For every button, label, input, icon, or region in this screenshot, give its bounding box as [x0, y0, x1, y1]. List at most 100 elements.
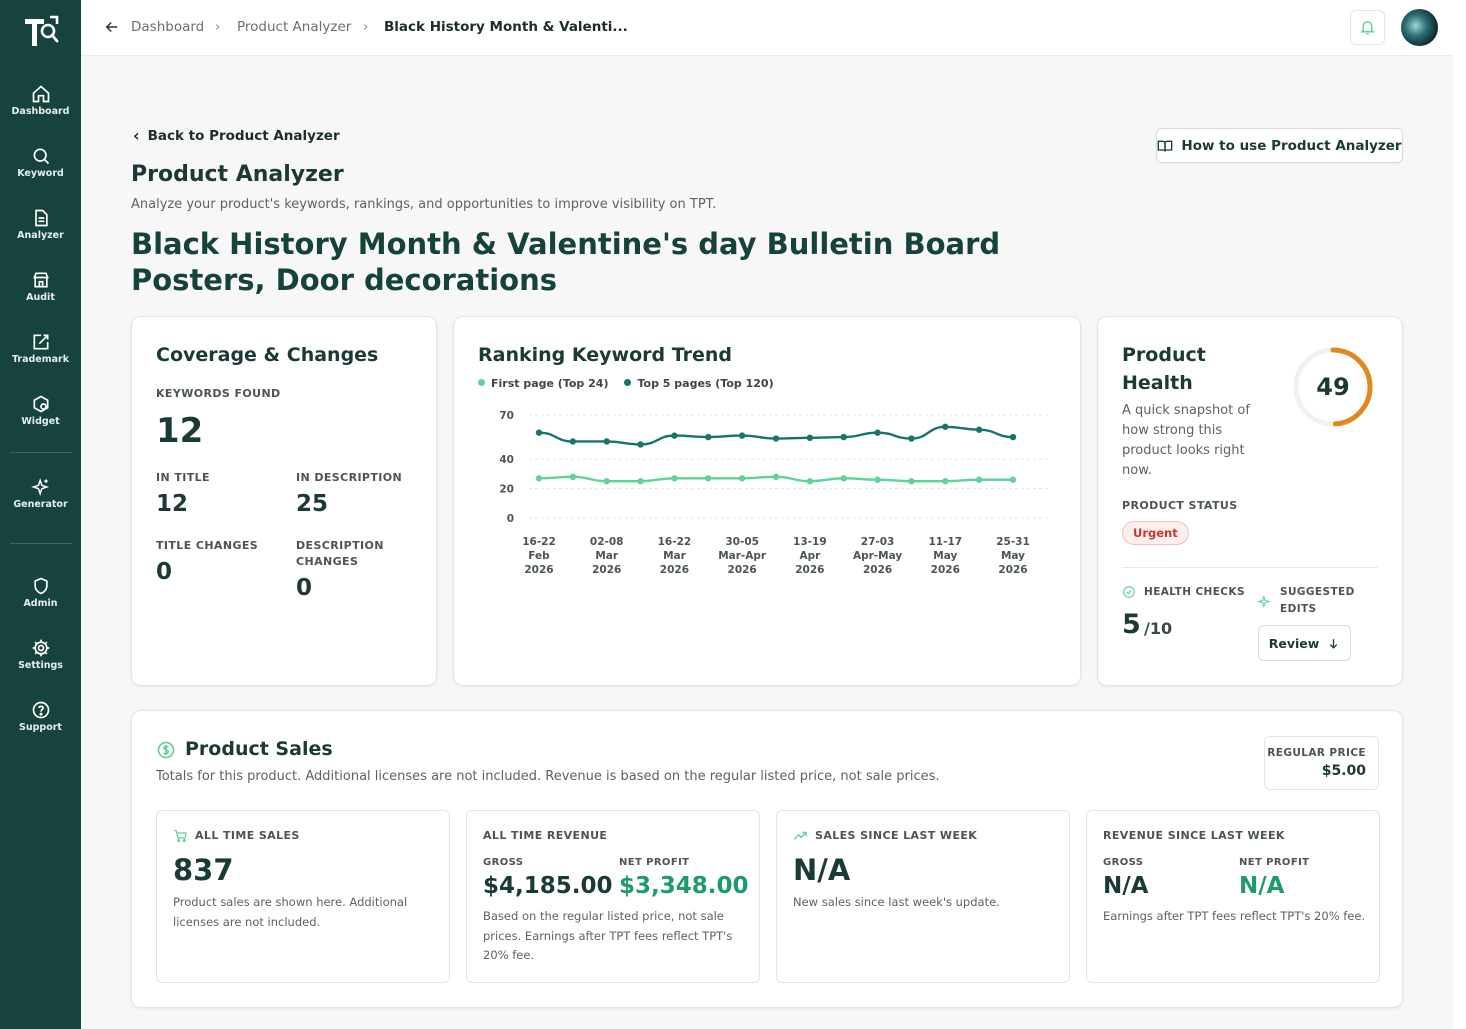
legend-top5[interactable]: Top 5 pages (Top 120) [624, 377, 774, 390]
legend-dot [478, 379, 485, 386]
net-profit-value: $3,348.00 [619, 873, 749, 899]
data-point [671, 475, 678, 482]
gauge-progress [1330, 347, 1373, 427]
cart-icon [174, 829, 187, 843]
sidebar-item-widget[interactable]: Widget [0, 394, 81, 427]
breadcrumb-product-analyzer[interactable]: Product Analyzer [237, 19, 352, 35]
revenue-label: ALL TIME REVENUE [483, 829, 608, 842]
divider [1122, 567, 1378, 568]
x-tick-label: 2026 [795, 564, 824, 576]
legend-first-page[interactable]: First page (Top 24) [478, 377, 608, 390]
health-description: A quick snapshot of how strong this prod… [1122, 401, 1250, 481]
sidebar-item-admin[interactable]: Admin [0, 576, 81, 609]
widget-icon [33, 395, 48, 413]
dollar-circle-icon [157, 741, 175, 759]
sales-title: Product Sales [185, 738, 333, 760]
data-point [637, 478, 644, 485]
sidebar-item-trademark[interactable]: Trademark [0, 332, 81, 365]
x-tick-label: 16-22 [522, 536, 556, 548]
data-point [738, 475, 746, 482]
breadcrumb-dashboard[interactable]: Dashboard [131, 19, 205, 35]
sidebar-item-analyzer[interactable]: Analyzer [0, 208, 81, 241]
data-point [1009, 476, 1017, 483]
data-point [975, 476, 983, 483]
product-status-label: PRODUCT STATUS [1122, 499, 1238, 512]
gross-value: $4,185.00 [483, 873, 613, 899]
data-point [772, 435, 780, 442]
health-score-gauge [1293, 347, 1373, 427]
trending-up-icon [793, 831, 807, 840]
data-point [603, 438, 610, 445]
ranking-trend-chart[interactable]: 0 20 40 70 16-22 Feb 2026 02-08 Mar 2026 16-22 Mar 2… [454, 317, 1080, 685]
avatar[interactable] [1401, 9, 1438, 46]
all-time-revenue-card: ALL TIME REVENUE GROSS NET PROFIT $4,185… [466, 810, 760, 983]
note-line: Based on the regular listed price, not s… [483, 909, 724, 923]
y-tick-label: 0 [507, 513, 514, 525]
product-health-card: Product Health 49 A quick snapshot of ho… [1097, 316, 1403, 686]
legend-label: First page (Top 24) [491, 377, 609, 390]
data-point [671, 432, 678, 439]
page-title: Product Analyzer [131, 162, 344, 187]
edit-icon [33, 334, 48, 350]
regular-price-value: $5.00 [1321, 763, 1366, 779]
product-sales-card: Product Sales Totals for this product. A… [131, 710, 1403, 1008]
sidebar-item-settings[interactable]: Settings [0, 638, 81, 671]
all-time-sales-note: Product sales are shown here. Additional… [173, 893, 407, 932]
review-button[interactable]: Review [1258, 625, 1351, 661]
health-title-line1: Product [1122, 344, 1206, 366]
how-to-use-button[interactable]: How to use Product Analyzer [1156, 128, 1403, 163]
data-point [569, 473, 577, 480]
suggested-edits-label: EDITS [1280, 603, 1317, 615]
home-icon [32, 85, 49, 103]
sidebar-item-generator[interactable]: Generator [0, 477, 81, 510]
health-checks-total: /10 [1144, 619, 1173, 638]
how-to-use-label: How to use Product Analyzer [1181, 137, 1402, 154]
check-circle-icon [1123, 586, 1135, 598]
sidebar-item-label: Admin [23, 598, 58, 609]
chevron-left-icon: ‹ [133, 126, 140, 145]
x-tick-label: 25-31 [996, 536, 1030, 548]
all-time-sales-value: 837 [173, 853, 234, 887]
description-changes-value: 0 [296, 575, 313, 601]
coverage-card: Coverage & Changes KEYWORDS FOUND 12 IN … [131, 316, 437, 686]
sidebar-item-label: Audit [26, 292, 55, 303]
scrollbar-track[interactable] [1453, 0, 1466, 1029]
data-point [738, 432, 746, 439]
back-to-analyzer-link[interactable]: ‹ Back to Product Analyzer [133, 126, 340, 145]
legend-label: Top 5 pages (Top 120) [637, 377, 774, 390]
x-tick-label: 2026 [592, 564, 621, 576]
all-time-sales-label: ALL TIME SALES [195, 829, 300, 842]
gross-label: GROSS [1103, 857, 1144, 868]
sparkle-icon [30, 477, 49, 497]
data-point [637, 441, 644, 448]
health-desc-line: A quick snapshot of [1122, 403, 1250, 418]
x-tick-label: 2026 [524, 564, 553, 576]
arrow-left-icon[interactable] [103, 18, 121, 36]
data-point [942, 423, 949, 430]
net-profit-label: NET PROFIT [619, 857, 690, 868]
logo-icon[interactable] [22, 14, 60, 50]
suggested-edits-label: SUGGESTED [1280, 586, 1355, 598]
sidebar-item-label: Settings [18, 660, 63, 671]
chart-legend: First page (Top 24) Top 5 pages (Top 120… [478, 377, 774, 390]
health-desc-line: product looks right [1122, 443, 1245, 458]
y-tick-label: 70 [499, 410, 514, 422]
sidebar-item-audit[interactable]: Audit [0, 270, 81, 303]
breadcrumb-current: Black History Month & Valenti... [384, 19, 628, 35]
y-tick-label: 40 [499, 454, 514, 466]
x-tick-label: Mar [663, 550, 687, 562]
sidebar-item-support[interactable]: Support [0, 700, 81, 733]
x-tick-label: May [933, 550, 957, 562]
help-icon [32, 701, 49, 719]
x-tick-label: Feb [528, 550, 550, 562]
sidebar-item-dashboard[interactable]: Dashboard [0, 84, 81, 117]
data-point [840, 475, 847, 482]
x-tick-label: 13-19 [793, 536, 827, 548]
data-point [806, 478, 814, 485]
notifications-button[interactable] [1350, 10, 1385, 45]
revenue-since-week-card: REVENUE SINCE LAST WEEK GROSS NET PROFIT… [1086, 810, 1380, 983]
x-tick-label: 11-17 [928, 536, 962, 548]
note-line: prices. Earnings after TPT fees reflect … [483, 928, 733, 943]
sidebar-item-keyword[interactable]: Keyword [0, 146, 81, 179]
ranking-trend-card: Ranking Keyword Trend First page (Top 24… [453, 316, 1081, 686]
